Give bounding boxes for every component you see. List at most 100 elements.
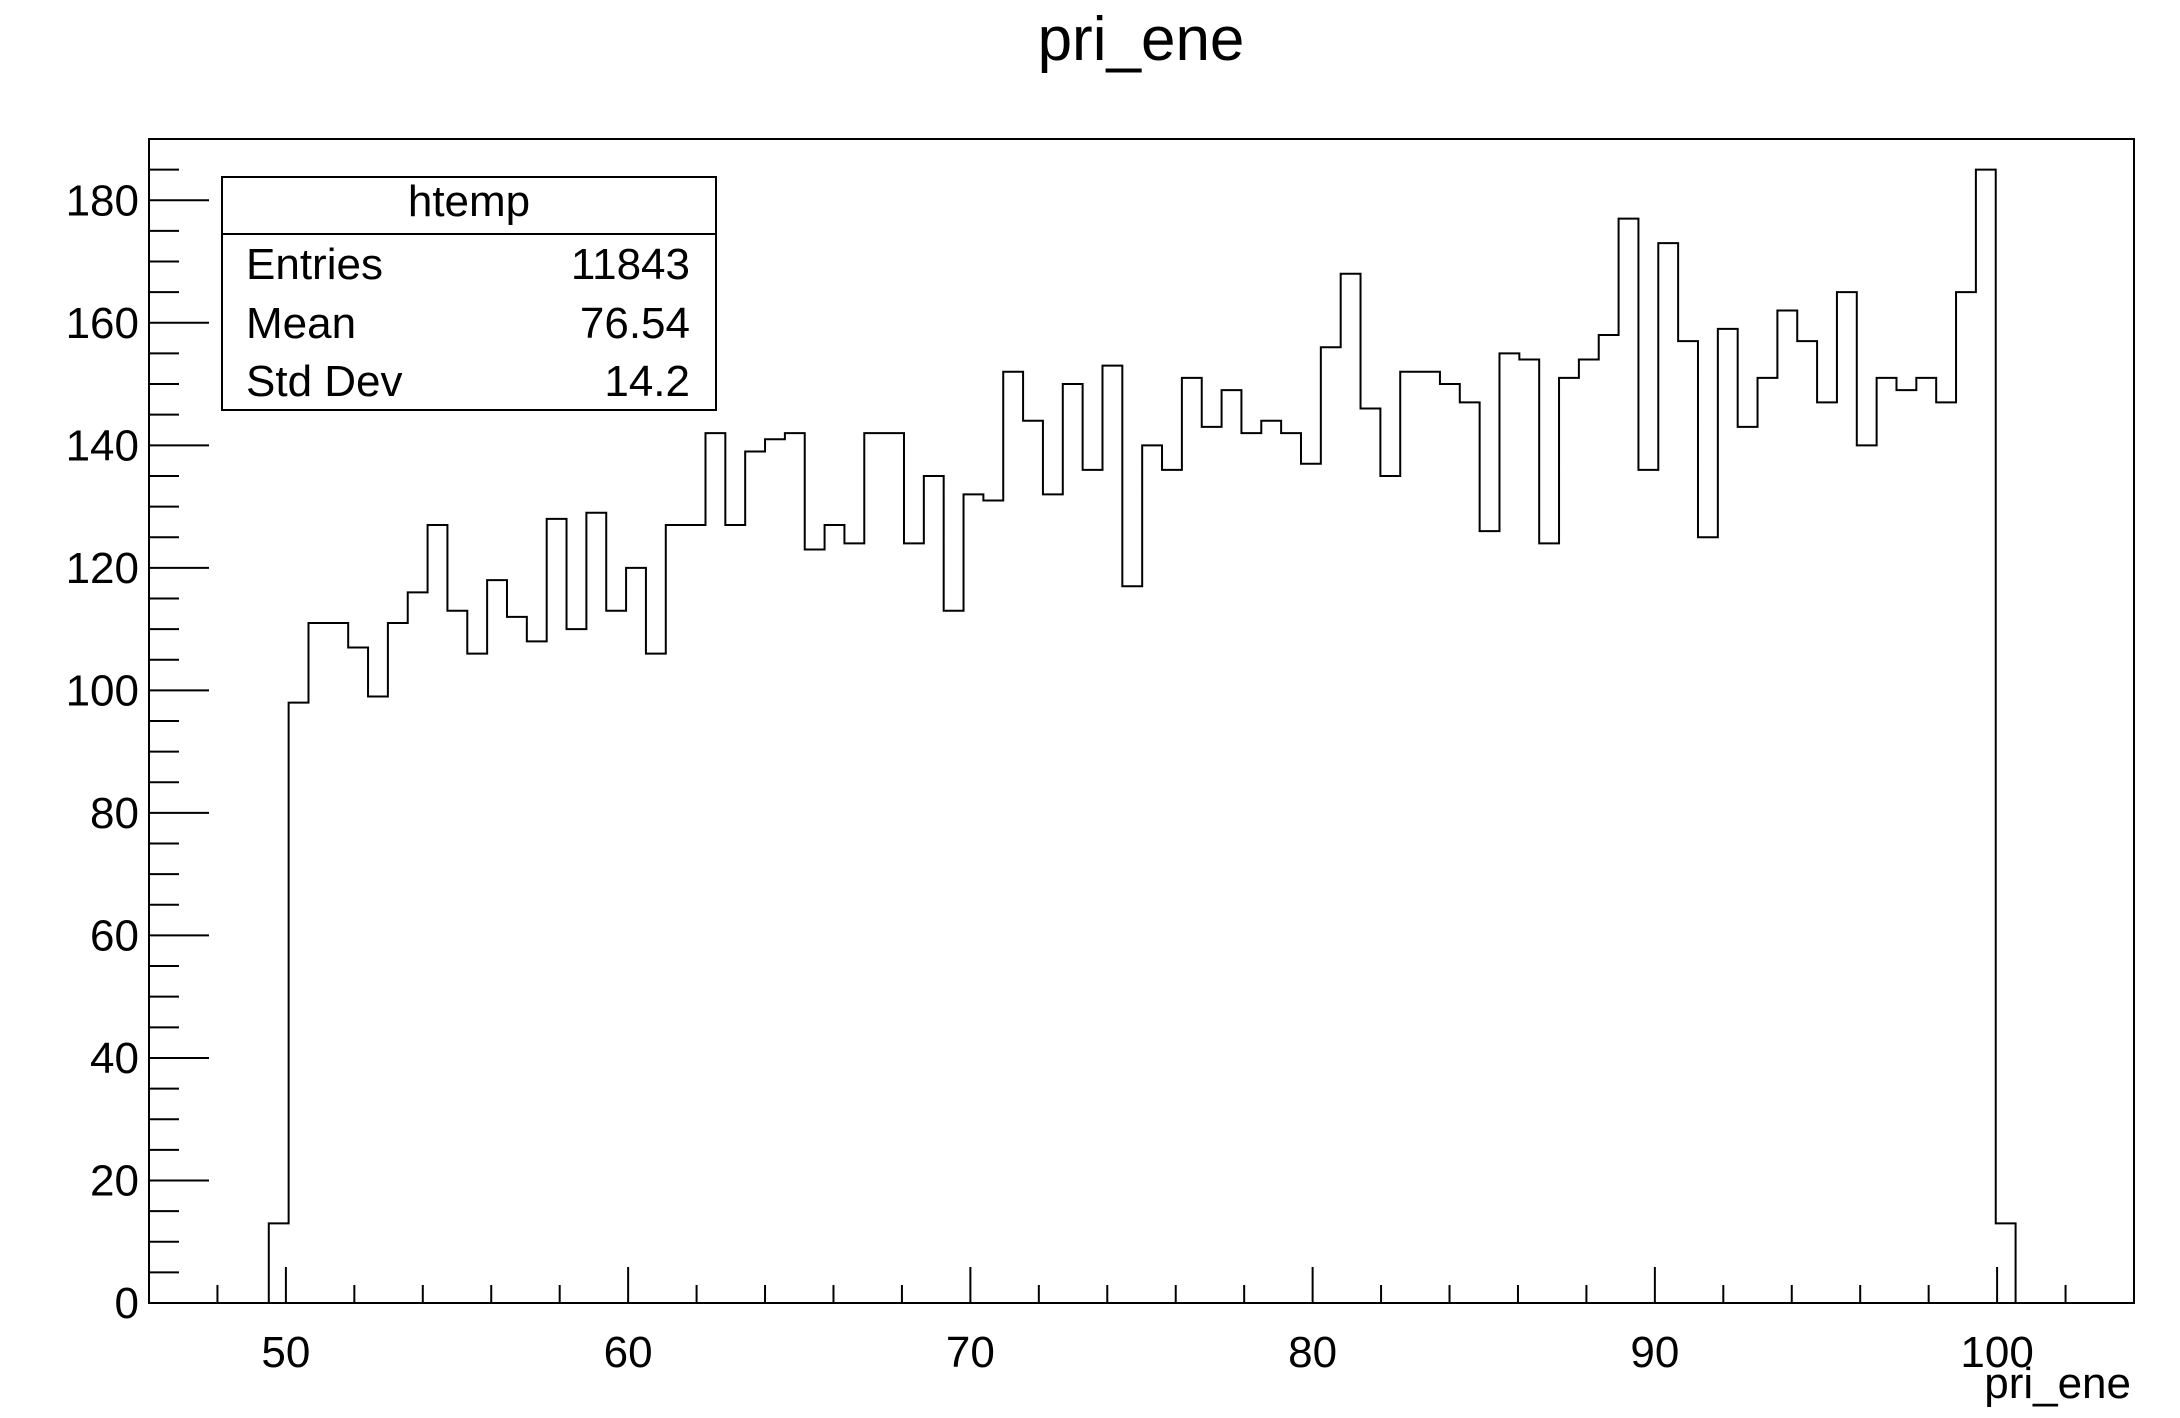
histogram-outline (267, 168, 2017, 1303)
stats-box: htemp Entries 11843 Mean 76.54 Std Dev 1… (221, 176, 717, 411)
histogram-bin (1499, 353, 1519, 1303)
histogram-bin (567, 629, 587, 1303)
x-tick-label: 50 (261, 1328, 310, 1377)
histogram-bin (745, 451, 765, 1303)
histogram-bin (1023, 421, 1043, 1303)
histogram-bin (725, 525, 745, 1303)
histogram-bin (1857, 445, 1877, 1303)
stats-mean-label: Mean (246, 299, 356, 348)
y-axis: 0 20 40 60 80 100 120 140 160 180 (66, 138, 209, 1328)
histogram-bin (1400, 372, 1420, 1303)
histogram-bin (1797, 341, 1817, 1303)
histogram-bin (507, 617, 527, 1303)
histogram-bin (805, 549, 825, 1303)
histogram-bin (1043, 494, 1063, 1303)
histogram-bin (705, 433, 725, 1303)
histogram-bin (1261, 421, 1281, 1303)
y-tick-label: 60 (90, 911, 139, 960)
histogram-bin (1678, 341, 1698, 1303)
histogram-bin (785, 433, 805, 1303)
y-tick-label: 120 (66, 544, 139, 593)
histogram-bin (1202, 427, 1222, 1303)
histogram-bin (626, 568, 646, 1303)
chart-title: pri_ene (1038, 5, 1245, 74)
histogram-bin (1738, 427, 1758, 1303)
stats-stddev-value: 14.2 (604, 357, 690, 406)
stats-box-title: htemp (408, 177, 530, 226)
y-tick-label: 40 (90, 1034, 139, 1083)
histogram-bin (765, 439, 785, 1303)
stats-entries-value: 11843 (571, 240, 690, 289)
histogram-bin (1321, 347, 1341, 1303)
histogram-bin (1102, 366, 1122, 1303)
histogram-bin (1936, 402, 1956, 1303)
y-tick-label: 100 (66, 666, 139, 715)
histogram-bin (1758, 378, 1778, 1303)
histogram-bin (1896, 390, 1916, 1303)
x-axis-label: pri_ene (1984, 1359, 2131, 1408)
histogram-bin (1162, 470, 1182, 1303)
histogram-bin (1817, 402, 1837, 1303)
histogram-bin (1619, 219, 1639, 1303)
histogram-bin (1698, 537, 1718, 1303)
histogram-bin (547, 519, 567, 1303)
x-tick-label: 100 (1960, 1328, 2033, 1377)
histogram-bin (686, 525, 706, 1303)
histogram-bin (1083, 470, 1103, 1303)
histogram-bin (1599, 335, 1619, 1303)
histogram-bin (1341, 274, 1361, 1303)
stats-stddev-label: Std Dev (246, 357, 403, 406)
histogram-bin (844, 543, 864, 1303)
histogram-bin (825, 525, 845, 1303)
histogram-bin (1480, 531, 1500, 1303)
stats-box-frame (221, 176, 717, 411)
histogram-bin (467, 654, 487, 1303)
y-tick-label: 160 (66, 299, 139, 348)
histogram-bin (428, 525, 448, 1303)
y-tick-label: 0 (115, 1279, 139, 1328)
histogram-bin (1996, 1223, 2016, 1303)
y-tick-label: 180 (66, 176, 139, 225)
histogram-bin (487, 580, 507, 1303)
y-tick-label: 80 (90, 789, 139, 838)
histogram-bin (308, 623, 328, 1303)
histogram-bin (1301, 464, 1321, 1303)
histogram-bin (1003, 372, 1023, 1303)
histogram-bin (864, 433, 884, 1303)
histogram-bin (1122, 586, 1142, 1303)
histogram-bin (388, 623, 408, 1303)
histogram-bin (884, 433, 904, 1303)
histogram-bin (1539, 543, 1559, 1303)
histogram-bin (1063, 384, 1083, 1303)
histogram-bin (1837, 292, 1857, 1303)
histogram-bin (527, 641, 547, 1303)
histogram-bin (904, 543, 924, 1303)
histogram-bin (1777, 311, 1797, 1303)
histogram-bin (1241, 433, 1261, 1303)
x-tick-label: 60 (604, 1328, 653, 1377)
histogram-bin (1956, 292, 1976, 1303)
y-tick-label: 140 (66, 421, 139, 470)
histogram-bin (1380, 476, 1400, 1303)
histogram-bin (408, 592, 428, 1303)
histogram-bin (1420, 372, 1440, 1303)
histogram-bin (1142, 445, 1162, 1303)
y-tick-label: 20 (90, 1156, 139, 1205)
histogram-bin (328, 623, 348, 1303)
histogram-bin (447, 611, 467, 1303)
histogram-bin (1559, 378, 1579, 1303)
histogram-bin (1519, 360, 1539, 1303)
histogram-bin (1460, 402, 1480, 1303)
histogram-bin (983, 500, 1003, 1303)
histogram-bin (1579, 360, 1599, 1303)
histogram-bin (606, 611, 626, 1303)
histogram-bin (1877, 378, 1897, 1303)
histogram-bin (1718, 329, 1738, 1303)
histogram-bin (1182, 378, 1202, 1303)
stats-mean-value: 76.54 (580, 299, 690, 348)
x-tick-label: 70 (946, 1328, 995, 1377)
histogram-bin (368, 696, 388, 1303)
histogram-bin (348, 647, 368, 1303)
x-tick-label: 90 (1630, 1328, 1679, 1377)
